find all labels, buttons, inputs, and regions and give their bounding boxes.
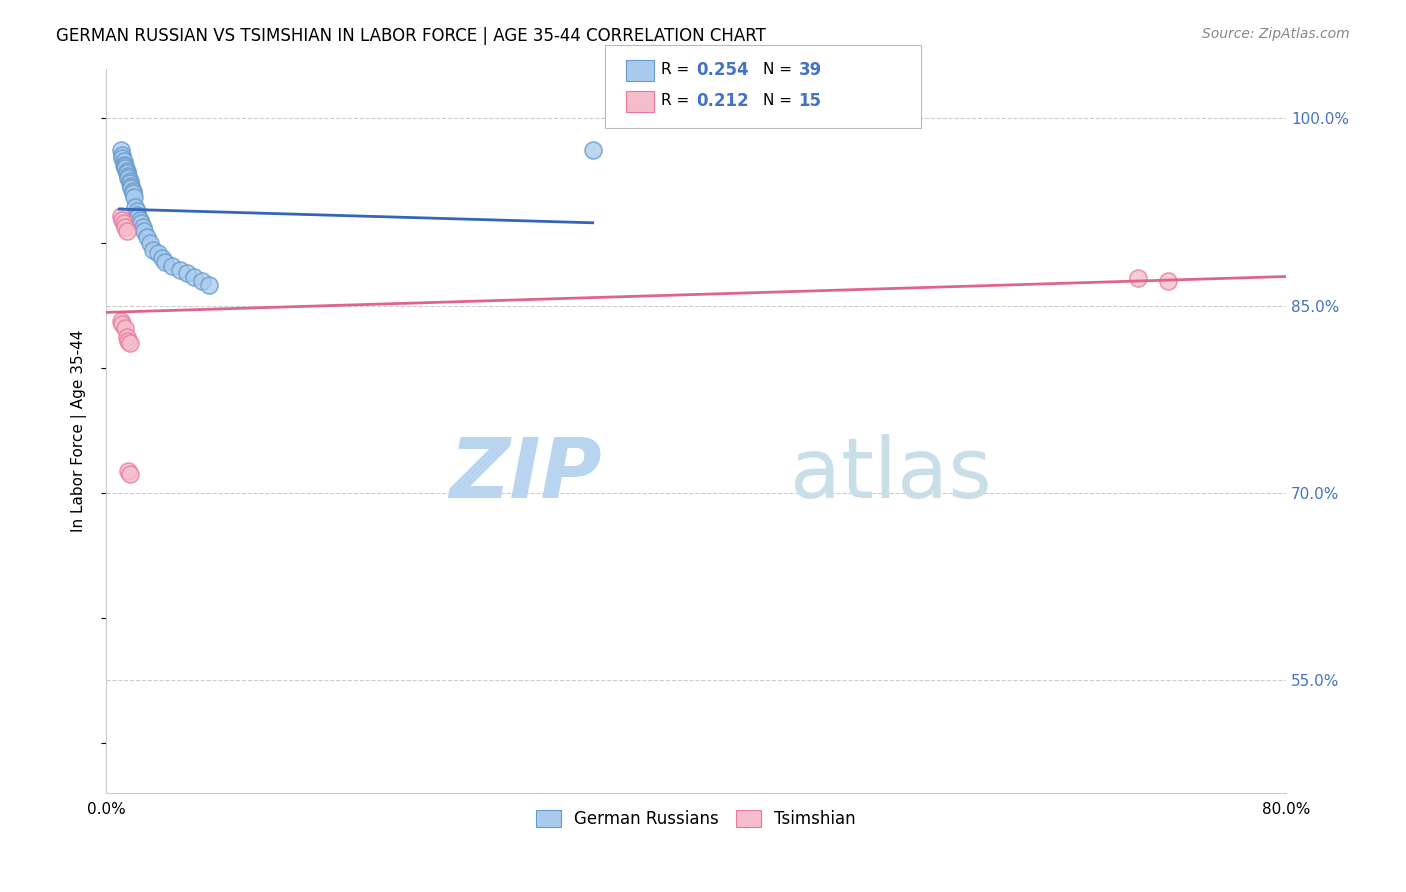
Point <box>124 200 146 214</box>
Point <box>132 220 155 235</box>
Point <box>112 158 135 172</box>
Text: 0.212: 0.212 <box>696 92 748 110</box>
Point <box>131 216 153 230</box>
Text: 0.254: 0.254 <box>696 61 748 78</box>
Point <box>162 259 184 273</box>
Point <box>115 164 138 178</box>
Point <box>125 203 148 218</box>
Text: atlas: atlas <box>790 434 993 515</box>
Point <box>142 243 165 257</box>
Point <box>134 224 156 238</box>
Point <box>125 208 148 222</box>
Point <box>117 169 139 183</box>
Point <box>112 216 135 230</box>
Point <box>114 159 136 173</box>
Legend: German Russians, Tsimshian: German Russians, Tsimshian <box>530 804 862 835</box>
Text: R =: R = <box>661 94 695 108</box>
Point <box>111 212 134 227</box>
Text: R =: R = <box>661 62 695 77</box>
Point <box>111 152 134 166</box>
Point <box>127 210 149 224</box>
Point <box>176 266 198 280</box>
Point <box>191 274 214 288</box>
Point <box>120 181 142 195</box>
Point <box>112 153 135 168</box>
Point <box>582 143 605 157</box>
Point <box>198 277 221 292</box>
Point <box>115 166 138 180</box>
Point <box>118 336 141 351</box>
Text: GERMAN RUSSIAN VS TSIMSHIAN IN LABOR FORCE | AGE 35-44 CORRELATION CHART: GERMAN RUSSIAN VS TSIMSHIAN IN LABOR FOR… <box>56 27 766 45</box>
Point <box>111 147 134 161</box>
Point <box>139 236 162 251</box>
Point <box>146 246 169 260</box>
Point <box>114 220 136 235</box>
Point <box>118 467 141 482</box>
Point <box>129 212 152 227</box>
Point <box>114 321 136 335</box>
Point <box>1128 271 1150 285</box>
Point <box>110 314 132 328</box>
Point <box>117 334 139 348</box>
Point <box>115 330 138 344</box>
Y-axis label: In Labor Force | Age 35-44: In Labor Force | Age 35-44 <box>72 329 87 532</box>
Point <box>110 209 132 223</box>
Point <box>118 174 141 188</box>
Point <box>120 178 142 193</box>
Point <box>121 186 143 201</box>
Text: N =: N = <box>763 62 797 77</box>
Point <box>114 161 136 176</box>
Point <box>183 270 205 285</box>
Point <box>110 143 132 157</box>
Point <box>150 252 173 266</box>
Point <box>1157 274 1180 288</box>
Point <box>117 171 139 186</box>
Text: 39: 39 <box>799 61 823 78</box>
Text: Source: ZipAtlas.com: Source: ZipAtlas.com <box>1202 27 1350 41</box>
Text: 15: 15 <box>799 92 821 110</box>
Point <box>122 190 145 204</box>
Point <box>111 318 134 332</box>
Point <box>136 230 159 244</box>
Text: N =: N = <box>763 94 797 108</box>
Point <box>115 224 138 238</box>
Point <box>118 177 141 191</box>
Text: ZIP: ZIP <box>449 434 602 515</box>
Point <box>153 255 176 269</box>
Point <box>169 262 191 277</box>
Point <box>117 464 139 478</box>
Point <box>121 184 143 198</box>
